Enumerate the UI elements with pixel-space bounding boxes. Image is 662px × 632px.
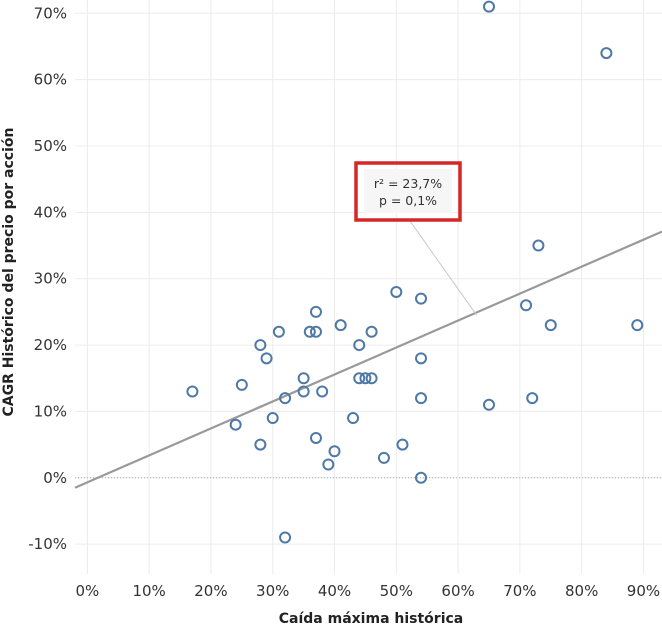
x-tick-label: 10%	[132, 582, 165, 600]
data-point	[316, 385, 329, 398]
data-point	[297, 372, 310, 385]
data-point	[353, 339, 366, 352]
x-axis-ticks: 0% 10% 20% 30% 40% 50% 60% 70% 80% 90%	[75, 582, 660, 600]
y-axis-title: CAGR Histórico del precio por acción	[1, 128, 17, 417]
data-point	[353, 372, 366, 385]
y-tick-label: 70%	[34, 4, 67, 22]
data-point	[359, 372, 372, 385]
data-point	[260, 352, 273, 365]
data-point	[328, 445, 341, 458]
data-point	[279, 392, 292, 405]
annotation-leader-line	[409, 220, 478, 316]
data-point	[309, 305, 322, 318]
x-tick-label: 50%	[380, 582, 413, 600]
x-tick-label: 70%	[503, 582, 536, 600]
data-point	[390, 285, 403, 298]
data-point	[415, 292, 428, 305]
annotation-box	[364, 169, 452, 213]
highlight-box	[354, 161, 462, 222]
y-tick-label: 10%	[34, 402, 67, 420]
data-point	[272, 325, 285, 338]
data-points	[186, 0, 644, 544]
data-point	[544, 319, 557, 332]
x-axis-title: Caída máxima histórica	[279, 611, 464, 627]
data-point	[309, 431, 322, 444]
data-point	[396, 438, 409, 451]
data-point	[526, 392, 539, 405]
data-point	[334, 319, 347, 332]
trend-annotation: r² = 23,7% p = 0,1%	[354, 161, 478, 316]
data-point	[186, 385, 199, 398]
data-point	[532, 239, 545, 252]
data-point	[415, 471, 428, 484]
data-point	[235, 378, 248, 391]
data-point	[415, 352, 428, 365]
data-point	[347, 412, 360, 425]
data-point	[520, 299, 533, 312]
y-tick-label: -10%	[28, 535, 67, 553]
data-point	[631, 319, 644, 332]
x-tick-label: 60%	[441, 582, 474, 600]
data-point	[482, 398, 495, 411]
data-point	[279, 531, 292, 544]
data-point	[229, 418, 242, 431]
x-tick-label: 80%	[565, 582, 598, 600]
y-tick-label: 20%	[34, 336, 67, 354]
data-point	[365, 325, 378, 338]
r-squared-label: r² = 23,7%	[374, 176, 442, 191]
data-point	[266, 412, 279, 425]
y-tick-label: 0%	[43, 469, 67, 487]
trend-line	[74, 230, 662, 489]
grid	[75, 0, 662, 574]
data-point	[322, 458, 335, 471]
data-point	[303, 325, 316, 338]
y-tick-label: 30%	[34, 270, 67, 288]
data-point	[365, 372, 378, 385]
x-tick-label: 90%	[627, 582, 660, 600]
y-axis-ticks: -10% 0% 10% 20% 30% 40% 50% 60% 70%	[28, 4, 67, 553]
data-point	[297, 385, 310, 398]
data-point	[415, 392, 428, 405]
y-tick-label: 40%	[34, 203, 67, 221]
y-tick-label: 60%	[34, 71, 67, 89]
p-value-label: p = 0,1%	[379, 193, 437, 208]
y-tick-label: 50%	[34, 137, 67, 155]
x-tick-label: 30%	[256, 582, 289, 600]
data-point	[309, 325, 322, 338]
data-point	[254, 339, 267, 352]
x-tick-label: 40%	[318, 582, 351, 600]
x-tick-label: 0%	[75, 582, 99, 600]
data-point	[482, 0, 495, 13]
data-point	[254, 438, 267, 451]
data-point	[600, 47, 613, 60]
data-point	[377, 451, 390, 464]
x-tick-label: 20%	[194, 582, 227, 600]
